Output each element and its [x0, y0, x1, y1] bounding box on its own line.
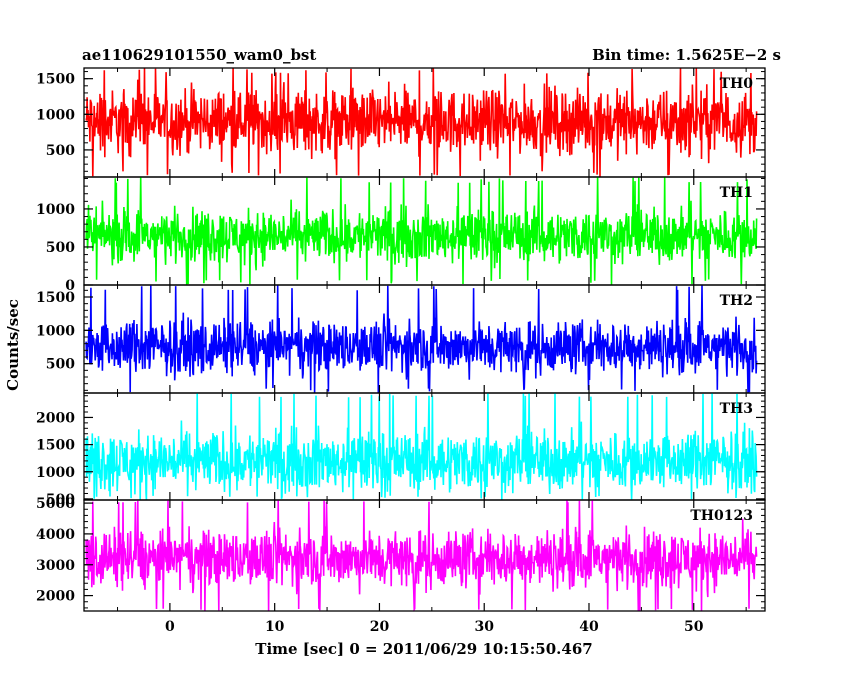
x-axis-title: Time [sec] 0 = 2011/06/29 10:15:50.467: [255, 640, 592, 658]
series-line-th3: [85, 393, 758, 501]
header-left-title: ae110629101550_wam0_bst: [82, 46, 316, 64]
y-tick-label: 2000: [36, 589, 75, 605]
panel-label-th0: TH0: [720, 76, 754, 92]
x-tick-label: 30: [474, 619, 494, 635]
panel-th3: 500 1000 1500 2000 TH3: [36, 392, 766, 508]
series-line-th2: [85, 285, 758, 394]
x-axis: 0 10 20 30 40 50: [165, 619, 704, 635]
panel-label-th3: TH3: [720, 401, 753, 417]
y-axis-title: Counts/sec: [4, 299, 22, 391]
y-tick-label: 500: [46, 357, 75, 373]
x-tick-label: 50: [684, 619, 704, 635]
y-tick-label: 4000: [36, 527, 75, 543]
y-tick-label: 500: [46, 492, 75, 508]
x-tick-label: 10: [265, 619, 285, 635]
y-tick-label: 500: [46, 240, 75, 256]
x-tick-label: 0: [165, 619, 175, 635]
y-tick-label: 500: [46, 143, 75, 159]
y-tick-label: 1500: [36, 438, 75, 454]
y-tick-label: 1500: [36, 290, 75, 306]
y-tick-label: 1000: [36, 465, 75, 481]
panel-th0: 500 1000 1500 TH0: [36, 67, 766, 178]
series-line-th0: [85, 68, 758, 177]
panel-th2: 500 1000 1500 TH2: [36, 284, 766, 394]
x-tick-label: 20: [370, 619, 390, 635]
y-tick-label: 0: [65, 278, 75, 294]
panel-th1: 0 500 1000 TH1: [36, 176, 766, 294]
panel-label-th1: TH1: [720, 185, 753, 201]
y-tick-label: 3000: [36, 558, 75, 574]
y-tick-label: 1000: [36, 107, 75, 123]
y-tick-label: 1000: [36, 202, 75, 218]
panel-label-th2: TH2: [720, 293, 753, 309]
y-tick-label: 5000: [36, 496, 75, 512]
header-bin-time: Bin time: 1.5625E−2 s: [592, 46, 781, 64]
x-tick-label: 40: [579, 619, 599, 635]
series-line-th1: [85, 177, 758, 285]
y-tick-label: 1500: [36, 72, 75, 88]
panel-th0123: 2000 3000 4000 5000 TH0123: [36, 496, 766, 612]
y-tick-label: 2000: [36, 410, 75, 426]
panel-label-th0123: TH0123: [690, 508, 753, 524]
y-tick-label: 1000: [36, 323, 75, 339]
series-line-th0123: [85, 500, 758, 612]
panel-frame: [83, 499, 766, 612]
